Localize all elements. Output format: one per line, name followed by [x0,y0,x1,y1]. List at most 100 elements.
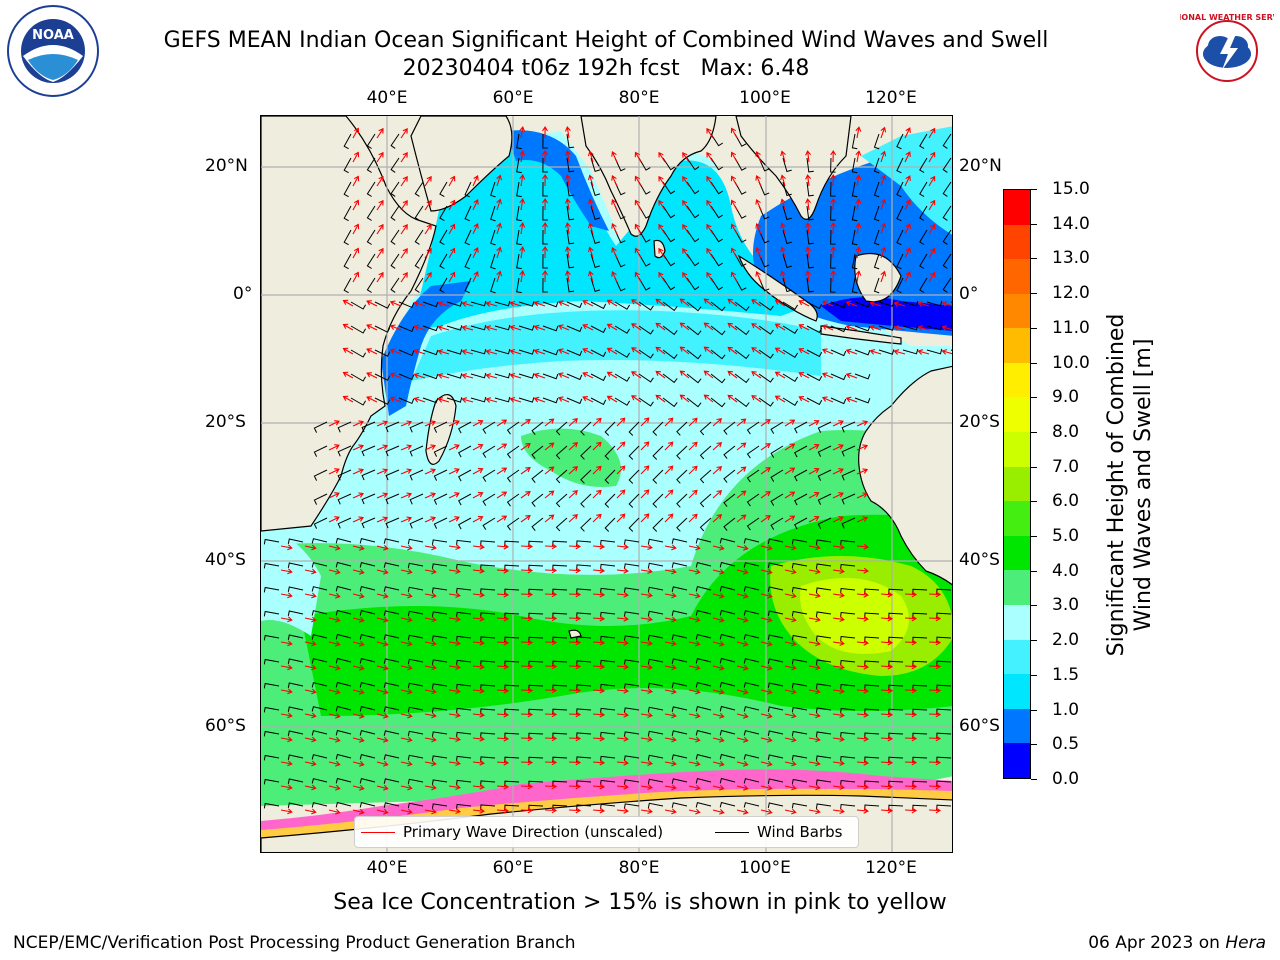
southwest-cyan [261,526,321,636]
wind-barb [390,205,400,221]
wind-barb [782,157,792,173]
wave-direction-arrow [328,640,341,647]
wave-direction-arrow [448,616,461,623]
wind-barb [695,753,712,760]
wind-barb [758,301,774,311]
wave-direction-arrow [592,465,602,475]
wave-direction-arrow [845,324,858,331]
wind-barb [695,561,712,568]
wave-direction-arrow [280,616,293,623]
wind-barb [719,609,736,616]
wind-barb [566,181,575,197]
wind-barb [422,373,439,380]
wave-direction-arrow [542,197,548,211]
wind-barb [686,253,700,267]
wind-barb [343,133,352,150]
wave-direction-arrow [400,616,413,623]
wave-direction-arrow [448,175,456,187]
wave-direction-arrow [472,223,479,235]
wind-barb [770,469,784,482]
wind-barb [343,277,352,294]
wind-barb [458,421,472,434]
lon-tick-bottom-40e: 40°E [366,858,408,878]
wind-barb [926,300,943,307]
wave-direction-arrow [376,223,384,235]
wave-direction-arrow [592,711,606,718]
wave-direction-arrow [519,174,526,187]
wave-direction-arrow [592,783,606,790]
wind-barb [580,517,592,532]
wave-direction-arrow [736,712,749,719]
wave-direction-arrow [832,568,845,575]
wave-direction-arrow [472,591,485,598]
wave-direction-arrow [893,325,906,331]
wind-barb [374,349,391,357]
wind-barb [458,445,472,458]
wind-barb [782,253,792,269]
wave-direction-arrow [587,150,594,163]
wave-direction-arrow [682,176,690,187]
wave-direction-arrow [304,592,317,599]
wind-barb [794,469,808,482]
wind-barb [791,802,808,809]
wind-barb [699,517,712,532]
wave-direction-arrow [366,348,378,355]
wave-direction-arrow [832,616,845,623]
lat-tick-right-40s: 40°S [959,550,1000,570]
wave-direction-arrow [424,712,437,719]
wave-direction-arrow [808,736,821,743]
legend-item-wind-barbs: Wind Barbs [715,823,842,841]
colorbar-tick-label: 14.0 [1031,213,1090,234]
wind-barb [676,493,688,508]
wind-barb [590,349,607,358]
date-stamp: 06 Apr 2023 on Hera [1088,933,1266,953]
wind-barb [758,277,770,292]
wave-direction-arrow [533,348,546,355]
wave-direction-arrow [280,688,293,695]
wave-direction-arrow [304,760,317,767]
wave-direction-arrow [655,394,666,403]
wave-direction-arrow [424,568,437,575]
wave-direction-arrow [424,468,436,475]
wave-direction-arrow [472,467,484,475]
wave-direction-arrow [496,807,510,814]
wind-barb [590,253,601,269]
credit-text: NCEP/EMC/Verification Post Processing Pr… [13,933,576,953]
wind-barb [873,157,880,174]
wave-direction-arrow [472,639,485,646]
title-line-1: GEFS MEAN Indian Ocean Significant Heigh… [163,28,1049,53]
wind-barb [671,610,688,616]
wind-barb [414,253,424,269]
wind-barb [815,635,832,642]
wind-barb [555,517,568,532]
wave-direction-arrow [688,513,698,523]
wave-direction-arrow [616,759,629,766]
wave-direction-arrow [448,592,461,599]
wind-barb [686,349,702,360]
wind-barb [815,611,832,618]
wave-direction-arrow [856,807,869,814]
colorbar-segment [1004,224,1030,260]
wave-direction-arrow [640,489,650,499]
wave-direction-arrow [424,492,436,499]
lon-tick-top-100e: 100°E [739,88,791,108]
wave-direction-arrow [509,300,522,307]
wind-barb [758,373,774,383]
colorbar-tick-label: 12.0 [1031,283,1090,304]
wind-barb [359,657,376,664]
wave-direction-arrow [760,784,773,791]
wave-direction-arrow [760,640,773,647]
wave-direction-arrow [688,784,701,791]
wave-direction-arrow [706,127,714,139]
wave-direction-arrow [557,324,570,331]
wind-barb [359,753,376,760]
wave-direction-arrow [400,712,413,719]
wave-direction-arrow [304,568,317,575]
wind-barb [518,325,535,331]
wind-barb [542,253,548,269]
wave-direction-arrow [389,372,402,379]
wave-direction-arrow [928,271,936,283]
wave-direction-arrow [533,396,546,403]
wind-barb [782,205,792,221]
wind-barb [815,731,832,738]
